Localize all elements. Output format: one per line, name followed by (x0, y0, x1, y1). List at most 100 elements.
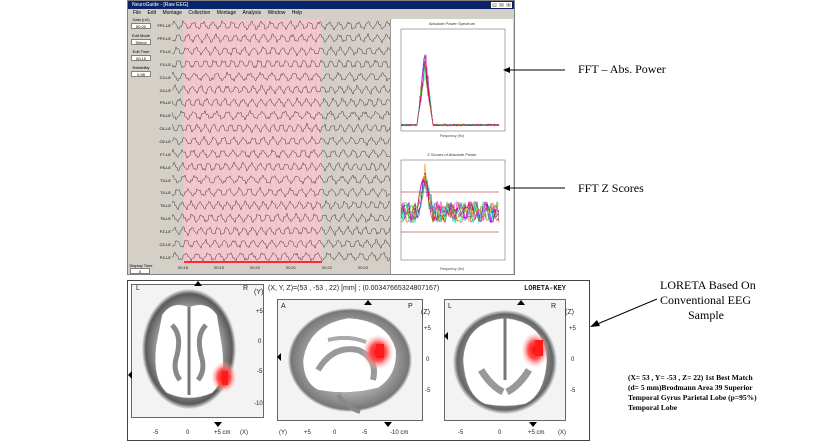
edit-mode-select[interactable]: Select (131, 39, 151, 45)
plot-frame (400, 28, 506, 132)
channel-label: PZ-LE (159, 254, 171, 260)
loreta-key-label: LORETA-KEY (524, 285, 567, 293)
coronal-right-label: R (551, 303, 557, 310)
sagittal-bottom-axis: (Y) (279, 430, 287, 436)
abs-power-title: Absolute Power Spectrum (428, 21, 476, 26)
sagittal-axis-label: (Z) (421, 309, 430, 316)
coronal-brain-image (453, 310, 557, 414)
fft-abs-annotation: FFT – Abs. Power (578, 62, 666, 76)
time-tick: 00:18 (178, 265, 189, 270)
eeg-trace (172, 174, 390, 185)
sagittal-bottom-tick: -10 cm (390, 430, 409, 436)
display-time-input[interactable]: 0 (130, 268, 150, 274)
channel-label: O1-LE (159, 126, 171, 132)
sagittal-bottom-tick: -5 (362, 430, 368, 436)
coronal-left-label: L (448, 303, 452, 310)
coronal-tick: +5 (569, 326, 576, 332)
eeg-trace (172, 20, 390, 31)
window-titlebar: NeuroGuide - [Raw EEG] (128, 1, 514, 9)
annotation-arrows (503, 67, 565, 191)
channel-label: P4-LE (159, 113, 171, 119)
abs-power-series (400, 55, 500, 127)
channel-label: CZ-LE (159, 241, 171, 247)
axial-bottom-axis: (X) (240, 430, 248, 436)
abs-power-xlabel: Frequency (Hz) (439, 134, 465, 138)
coronal-bottom-tick: 0 (498, 430, 502, 436)
axial-view[interactable] (131, 284, 264, 418)
channel-label: F8-LE (160, 164, 171, 170)
menu-analysis[interactable]: Analysis (242, 10, 262, 16)
menu-window[interactable]: Window (267, 10, 286, 16)
menu-edit[interactable]: Edit (147, 10, 157, 16)
maximize-button[interactable]: □ (498, 2, 505, 8)
coronal-bottom-tick: +5 cm (528, 430, 545, 436)
channel-label: T4-LE (160, 190, 171, 196)
sagittal-view[interactable] (277, 299, 423, 421)
eeg-traces[interactable] (172, 19, 390, 263)
axial-tick: +5 (256, 309, 263, 315)
menu-montage-2[interactable]: Montage (216, 10, 237, 16)
time-tick: 00:23 (358, 265, 369, 270)
sagittal-bottom-tick: 0 (333, 430, 337, 436)
channel-label: F4-LE (160, 61, 171, 67)
axial-bottom-tick: 0 (186, 430, 190, 436)
edit-time-input[interactable]: 00:15 (131, 55, 151, 61)
channel-labels: FP1-LE FP2-LE F3-LE F4-LE C3-LE C4-LE P3-LE P4-… (154, 19, 171, 263)
coronal-view[interactable] (444, 299, 566, 421)
sagittal-brain-image (288, 308, 412, 414)
gain-input[interactable]: 50.00 (131, 23, 151, 29)
fft-panel: Absolute Power Spectrum Frequency (Hz) Z… (390, 19, 513, 274)
channel-label: C3-LE (159, 74, 171, 80)
axial-brain-image (142, 289, 237, 409)
eeg-trace (172, 97, 390, 108)
axial-tick: 0 (258, 339, 262, 345)
display-time-label: Display Time (129, 263, 153, 268)
reliability-label: Reliability (132, 65, 150, 70)
eeg-trace (172, 251, 390, 263)
loreta-annotation-line3: Sample (688, 308, 724, 322)
time-tick: 00:22 (322, 265, 333, 270)
z-score-series (400, 172, 500, 224)
z-score-series (400, 177, 500, 224)
edit-mode-label: Edit Mode (131, 33, 150, 38)
sagittal-tick: +5 (424, 326, 431, 332)
eeg-trace (172, 46, 390, 57)
eeg-trace (172, 84, 390, 96)
channel-label: F3-LE (160, 49, 171, 55)
menu-collection[interactable]: Collection (188, 10, 211, 16)
selection-bar (184, 261, 322, 263)
z-score-plot[interactable] (395, 158, 509, 266)
channel-label: FP2-LE (157, 36, 171, 42)
close-button[interactable]: × (505, 2, 512, 8)
menu-montage[interactable]: Montage (162, 10, 182, 16)
abs-power-plot[interactable] (395, 27, 509, 137)
coronal-axis-label: (Z) (565, 309, 574, 316)
coronal-tick: -5 (570, 388, 576, 394)
gain-label: Gain (uV) (132, 17, 150, 22)
loreta-arrow (590, 298, 658, 327)
menu-file[interactable]: File (133, 10, 142, 16)
reliability-input[interactable]: 0.98 (131, 71, 151, 77)
sagittal-left-label: A (281, 303, 286, 310)
channel-label: C4-LE (159, 87, 171, 93)
minimize-button[interactable]: _ (491, 2, 498, 8)
channel-label: P3-LE (159, 100, 171, 106)
menu-bar: File Edit Montage Collection Montage Ana… (128, 9, 514, 17)
eeg-window: NeuroGuide - [Raw EEG] _ □ × File Edit M… (127, 0, 515, 275)
channel-label: FZ-LE (159, 228, 171, 234)
axial-tick: -5 (257, 369, 263, 375)
eeg-trace (172, 71, 390, 83)
loreta-panel: (X, Y, Z)=(53 , -53 , 22) [mm] ; (0.0034… (127, 280, 590, 441)
sagittal-tick: 0 (426, 357, 430, 363)
edit-time-label: Edit Time (132, 49, 150, 54)
channel-label: T6-LE (160, 216, 171, 222)
axial-bottom-tick: -5 (153, 430, 159, 436)
z-score-xlabel: Frequency (Hz) (439, 267, 465, 271)
eeg-trace (172, 135, 390, 147)
sagittal-bottom-tick: +5 (304, 430, 311, 436)
time-axis: Display Time 0 00:18 00:19 00:20 00:21 00:22… (128, 263, 390, 274)
arrow-z-head (503, 185, 510, 191)
axial-right-label: R (243, 285, 249, 292)
z-score-title: Z Scores of Absolute Power (427, 152, 477, 157)
menu-help[interactable]: Help (291, 10, 303, 16)
